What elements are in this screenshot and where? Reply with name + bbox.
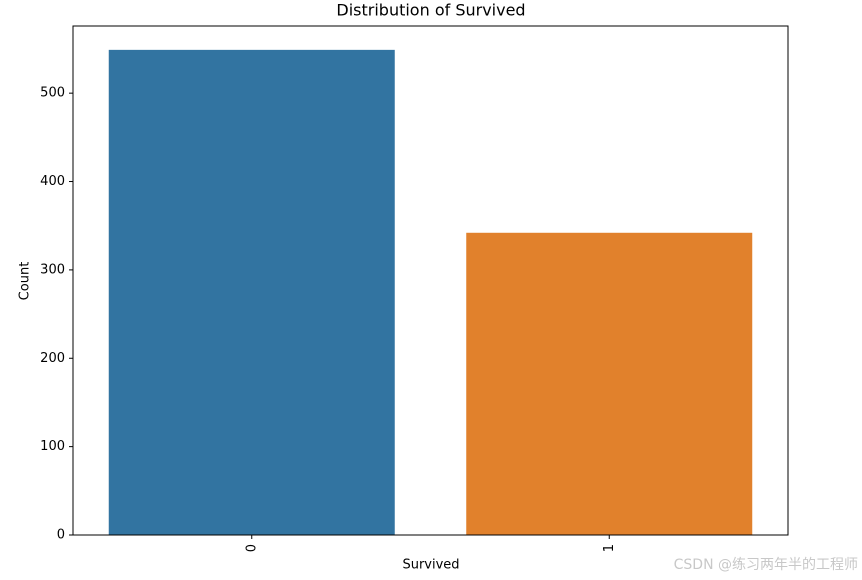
chart-title: Distribution of Survived [336,1,525,20]
x-tick-label: 0 [244,544,259,552]
y-tick-label: 100 [40,439,65,454]
y-tick-label: 400 [40,174,65,189]
y-tick-label: 0 [57,528,65,543]
y-tick-label: 500 [40,86,65,101]
y-tick-label: 300 [40,262,65,277]
y-axis-label: Count [18,262,33,301]
y-tick-label: 200 [40,351,65,366]
watermark: CSDN @练习两年半的工程师 [674,557,858,573]
bar [108,49,395,535]
x-tick-label: 1 [602,544,617,552]
x-axis-label: Survived [402,558,459,573]
bar [466,232,753,535]
plot-frame [72,25,789,536]
